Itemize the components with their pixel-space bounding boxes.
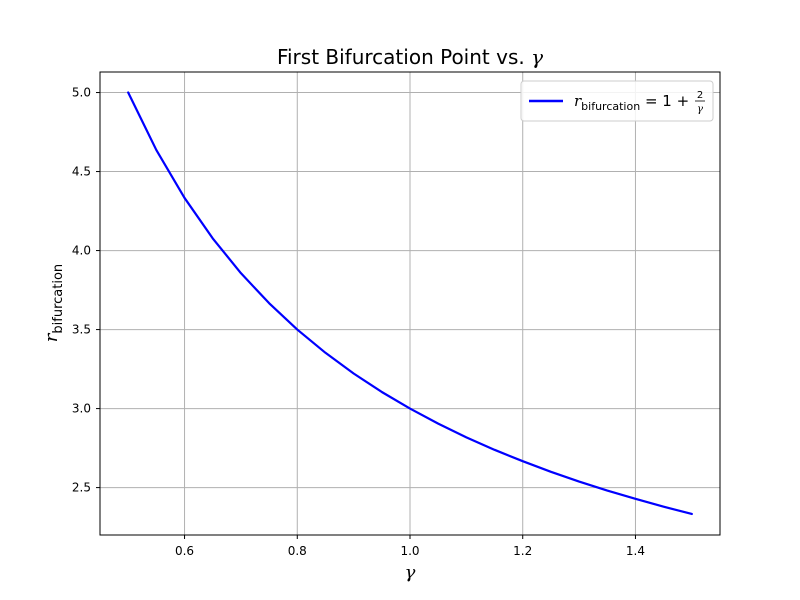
x-tick-label: 0.6 [175,544,194,558]
series-layer [127,91,693,516]
x-tick-label: 1.0 [400,544,419,558]
x-tick-label: 1.2 [513,544,532,558]
chart-title: First Bifurcation Point vs. γ [277,45,543,69]
series-line [127,91,693,516]
y-tick-label: 2.5 [72,481,91,495]
y-axis-label: rbifurcation [41,264,66,342]
legend-label: rbifurcation = 1 + [574,92,694,113]
x-axis-label: γ [405,562,416,583]
y-tick-label: 3.0 [72,402,91,416]
legend-box [520,80,714,122]
legend: rbifurcation = 1 + 2 γ [520,80,714,122]
y-tick-label: 4.0 [72,244,91,258]
grid [100,72,720,535]
x-tick-label: 0.8 [288,544,307,558]
x-ticks: 0.6 0.8 1.0 1.2 1.4 [175,535,645,558]
y-ticks: 2.5 3.0 3.5 4.0 4.5 5.0 [72,86,100,495]
y-tick-label: 5.0 [72,86,91,100]
y-tick-label: 4.5 [72,165,91,179]
x-tick-label: 1.4 [626,544,645,558]
legend-fraction-numerator: 2 [697,90,703,101]
y-tick-label: 3.5 [72,323,91,337]
legend-fraction-denominator: γ [697,104,703,115]
